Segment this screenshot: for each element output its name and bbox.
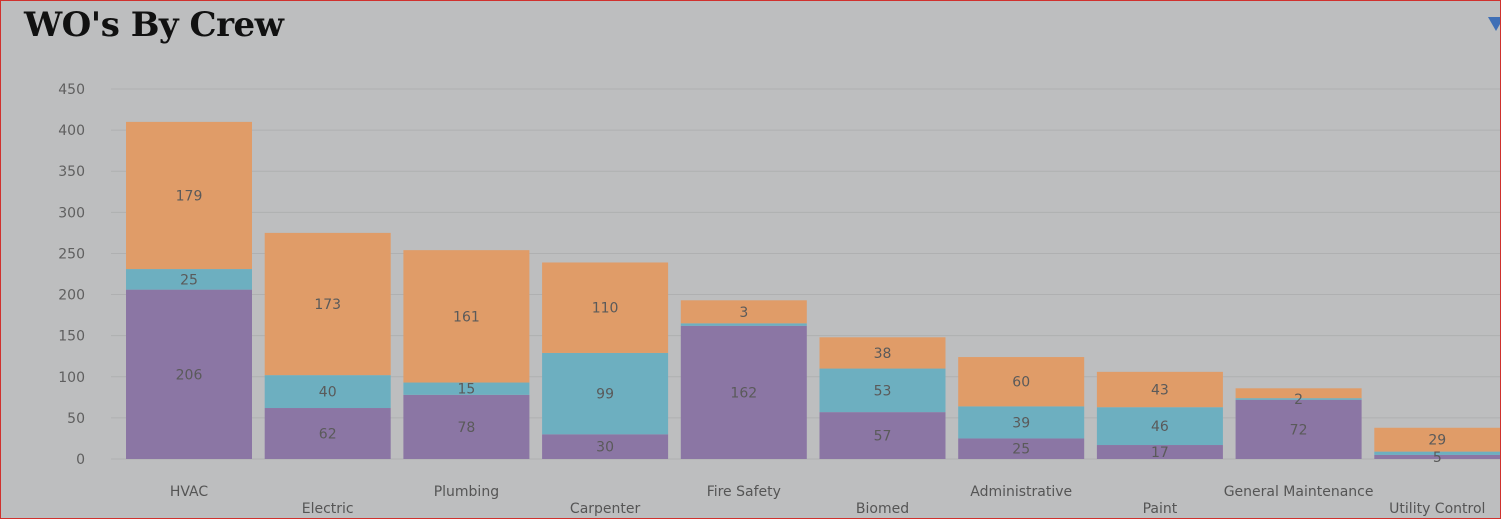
y-tick-label: 350	[58, 164, 85, 180]
data-label: 99	[596, 387, 614, 403]
chart-title: WO's By Crew	[24, 5, 284, 45]
data-label: 43	[1151, 383, 1169, 399]
bar-segment-biomed-s2[interactable]	[819, 337, 946, 369]
bars	[126, 121, 1500, 459]
data-label: 25	[1012, 442, 1030, 458]
bar-segment-administrative-s0[interactable]	[958, 438, 1085, 459]
filter-icon[interactable]	[1488, 17, 1500, 31]
bar-segment-fire-safety-s1[interactable]	[680, 323, 807, 326]
data-label: 46	[1151, 419, 1169, 435]
bar-segment-general-maintenance-s1[interactable]	[1235, 398, 1362, 400]
bar-segment-carpenter-s2[interactable]	[542, 262, 669, 353]
y-tick-label: 0	[76, 452, 85, 468]
y-tick-label: 400	[58, 123, 85, 139]
data-label: 206	[176, 367, 203, 383]
data-label: 38	[874, 346, 892, 362]
data-label: 39	[1012, 415, 1030, 431]
data-label: 53	[874, 383, 892, 399]
x-tick-label: Fire Safety	[707, 484, 781, 500]
x-tick-label: Biomed	[856, 501, 909, 517]
x-tick-label: Electric	[302, 501, 354, 517]
y-tick-label: 200	[58, 288, 85, 304]
x-tick-label: Carpenter	[570, 501, 641, 517]
data-label: 72	[1290, 422, 1308, 438]
data-label: 25	[180, 272, 198, 288]
bar-segment-hvac-s0[interactable]	[126, 289, 252, 459]
bar-segment-electric-s1[interactable]	[264, 375, 391, 409]
x-axis: HVAC Electric Plumbing Carpenter Fire Safety…	[170, 484, 1486, 517]
data-label: 40	[319, 385, 337, 401]
data-label: 29	[1428, 433, 1446, 449]
data-label: 3	[739, 305, 748, 321]
y-tick-label: 300	[58, 205, 85, 221]
y-tick-label: 150	[58, 329, 85, 345]
bar-segment-utility-control-s1[interactable]	[1374, 451, 1500, 455]
data-label: 2	[1294, 392, 1303, 408]
y-tick-label: 250	[58, 246, 85, 262]
bar-segment-fire-safety-s0[interactable]	[680, 325, 807, 459]
data-label: 5	[1433, 450, 1442, 466]
data-label: 62	[319, 427, 337, 443]
bar-segment-carpenter-s0[interactable]	[542, 434, 669, 459]
data-label: 15	[457, 382, 475, 398]
data-label: 179	[176, 188, 203, 204]
data-label: 57	[874, 429, 892, 445]
data-label: 30	[596, 440, 614, 456]
bar-segment-biomed-s0[interactable]	[819, 412, 946, 459]
bar-segment-fire-safety-s2[interactable]	[680, 300, 807, 324]
bar-segment-general-maintenance-s2[interactable]	[1235, 388, 1362, 399]
data-label: 17	[1151, 445, 1169, 461]
data-label: 162	[730, 385, 757, 401]
x-tick-label: HVAC	[170, 484, 209, 500]
x-tick-label: Paint	[1143, 501, 1178, 517]
y-tick-label: 50	[67, 411, 85, 427]
bar-segment-paint-s0[interactable]	[1096, 445, 1223, 459]
x-tick-label: Plumbing	[434, 484, 499, 500]
bar-segment-electric-s2[interactable]	[264, 232, 391, 376]
data-label: 60	[1012, 375, 1030, 391]
bar-segment-plumbing-s2[interactable]	[403, 250, 530, 383]
data-labels: 2062517962401737815161309911016235753382…	[176, 188, 1447, 465]
x-tick-label: General Maintenance	[1224, 484, 1374, 500]
bar-segment-utility-control-s2[interactable]	[1374, 427, 1500, 452]
bar-segment-paint-s2[interactable]	[1096, 371, 1223, 408]
bar-segment-general-maintenance-s0[interactable]	[1235, 399, 1362, 459]
x-tick-label: Administrative	[970, 484, 1072, 500]
bar-segment-carpenter-s1[interactable]	[542, 352, 669, 435]
x-tick-label: Utility Control	[1389, 501, 1485, 517]
bar-segment-biomed-s1[interactable]	[819, 368, 946, 413]
y-tick-label: 100	[58, 370, 85, 386]
bar-segment-hvac-s2[interactable]	[126, 121, 252, 270]
bar-segment-electric-s0[interactable]	[264, 408, 391, 459]
bar-segment-utility-control-s0[interactable]	[1374, 454, 1500, 459]
data-label: 110	[592, 301, 619, 317]
bar-segment-hvac-s1[interactable]	[126, 269, 252, 290]
y-tick-label: 450	[58, 82, 85, 98]
data-label: 173	[314, 297, 341, 313]
bar-segment-plumbing-s1[interactable]	[403, 382, 530, 395]
y-axis: 0 50 100 150 200 250 300 350 400 450	[58, 82, 85, 468]
bar-segment-administrative-s1[interactable]	[958, 406, 1085, 439]
data-label: 78	[457, 420, 475, 436]
bar-segment-administrative-s2[interactable]	[958, 357, 1085, 407]
bar-segment-plumbing-s0[interactable]	[403, 394, 530, 459]
bar-segment-paint-s1[interactable]	[1096, 407, 1223, 446]
data-label: 161	[453, 309, 480, 325]
